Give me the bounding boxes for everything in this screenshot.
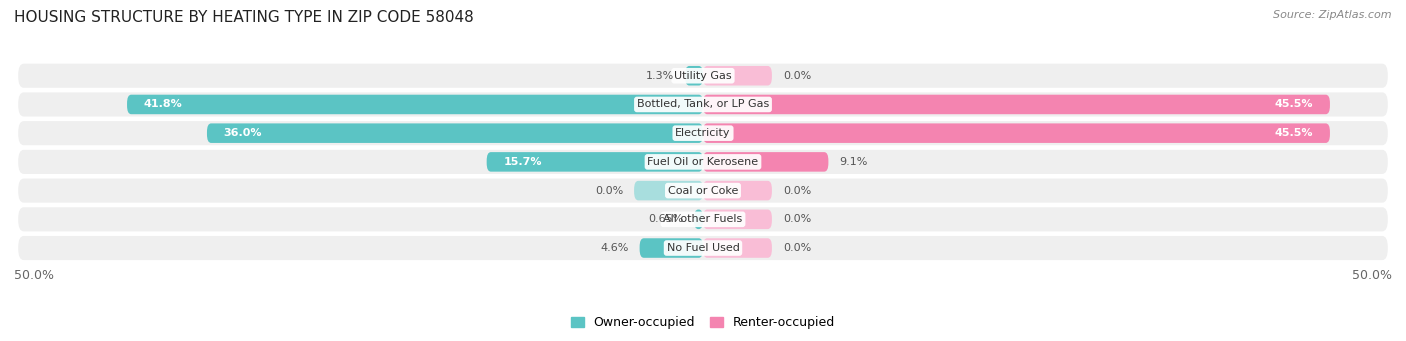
Text: 0.0%: 0.0% [783,214,811,224]
Text: 9.1%: 9.1% [839,157,868,167]
Text: 36.0%: 36.0% [224,128,262,138]
FancyBboxPatch shape [18,121,1388,145]
Text: 0.0%: 0.0% [783,186,811,196]
FancyBboxPatch shape [127,95,703,114]
Text: 0.0%: 0.0% [783,243,811,253]
Text: Source: ZipAtlas.com: Source: ZipAtlas.com [1274,10,1392,20]
FancyBboxPatch shape [703,238,772,258]
FancyBboxPatch shape [703,210,772,229]
FancyBboxPatch shape [703,66,772,86]
Text: 45.5%: 45.5% [1275,100,1313,109]
FancyBboxPatch shape [18,207,1388,232]
Text: 50.0%: 50.0% [14,269,53,282]
Text: Electricity: Electricity [675,128,731,138]
FancyBboxPatch shape [18,150,1388,174]
FancyBboxPatch shape [634,181,703,201]
Text: 0.0%: 0.0% [595,186,623,196]
Text: No Fuel Used: No Fuel Used [666,243,740,253]
FancyBboxPatch shape [18,236,1388,260]
FancyBboxPatch shape [18,179,1388,203]
FancyBboxPatch shape [18,64,1388,88]
Text: 50.0%: 50.0% [1353,269,1392,282]
FancyBboxPatch shape [640,238,703,258]
Text: Fuel Oil or Kerosene: Fuel Oil or Kerosene [647,157,759,167]
FancyBboxPatch shape [703,123,1330,143]
Text: 41.8%: 41.8% [143,100,183,109]
FancyBboxPatch shape [18,92,1388,117]
Text: HOUSING STRUCTURE BY HEATING TYPE IN ZIP CODE 58048: HOUSING STRUCTURE BY HEATING TYPE IN ZIP… [14,10,474,25]
Text: Coal or Coke: Coal or Coke [668,186,738,196]
Text: Utility Gas: Utility Gas [675,71,731,81]
Text: 1.3%: 1.3% [645,71,673,81]
FancyBboxPatch shape [703,95,1330,114]
Text: 45.5%: 45.5% [1275,128,1313,138]
FancyBboxPatch shape [207,123,703,143]
FancyBboxPatch shape [703,152,828,172]
FancyBboxPatch shape [695,210,703,229]
FancyBboxPatch shape [703,181,772,201]
Text: 15.7%: 15.7% [503,157,541,167]
Text: 0.0%: 0.0% [783,71,811,81]
Text: All other Fuels: All other Fuels [664,214,742,224]
FancyBboxPatch shape [486,152,703,172]
FancyBboxPatch shape [685,66,703,86]
Legend: Owner-occupied, Renter-occupied: Owner-occupied, Renter-occupied [567,311,839,335]
Text: 4.6%: 4.6% [600,243,628,253]
Text: Bottled, Tank, or LP Gas: Bottled, Tank, or LP Gas [637,100,769,109]
Text: 0.65%: 0.65% [648,214,683,224]
